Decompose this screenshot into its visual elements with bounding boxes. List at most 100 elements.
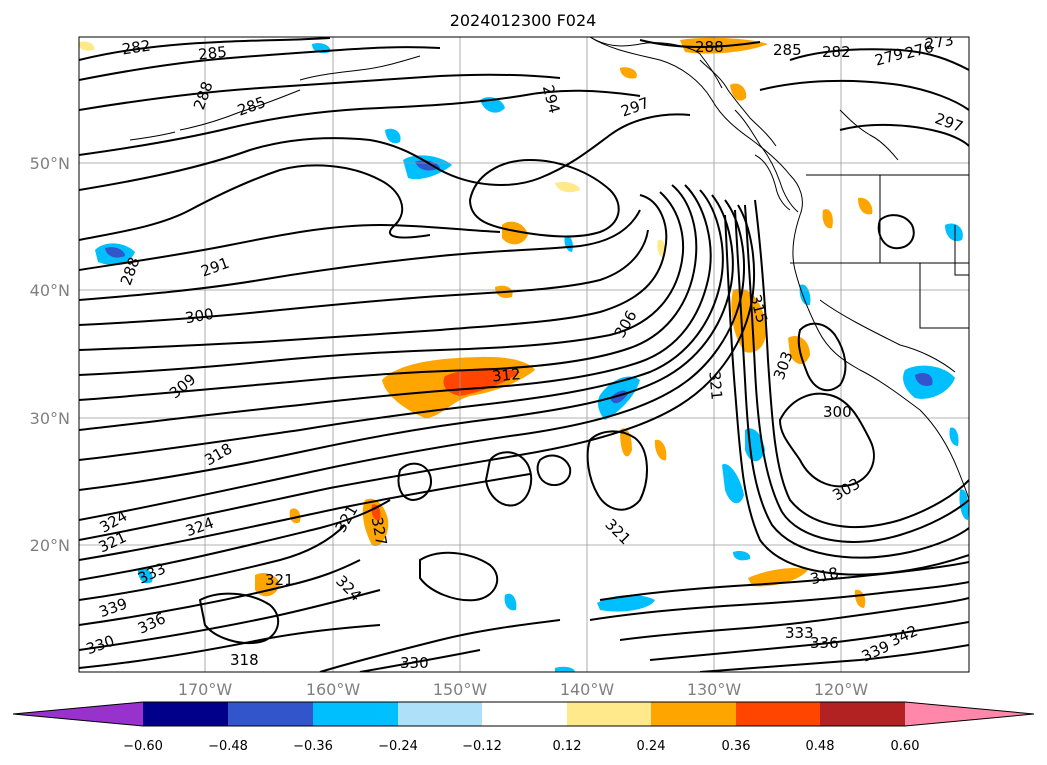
longitude-labels: 170°W 160°W 150°W 140°W 130°W 120°W	[178, 680, 869, 699]
contour-label: 273	[924, 31, 955, 54]
contour-line	[734, 209, 969, 559]
shade-patch	[79, 41, 95, 51]
colorbar-extend-right	[905, 702, 1034, 726]
contour-line	[359, 649, 481, 672]
latitude-labels: 50°N 40°N 30°N 20°N	[30, 154, 70, 555]
colorbar-tick: 0.24	[637, 739, 666, 754]
contour-label: 282	[121, 37, 152, 59]
contour-line	[744, 204, 969, 543]
shade-patch	[555, 666, 575, 672]
colorbar: −0.60 −0.48 −0.36 −0.24 −0.12 0.12 0.24 …	[12, 701, 1035, 754]
contour-line	[699, 644, 969, 672]
shade-patch	[255, 573, 280, 597]
contour-line	[779, 392, 875, 488]
contour-line	[79, 224, 501, 271]
colorbar-tick: 0.12	[553, 739, 582, 754]
shade-patch	[502, 221, 528, 245]
shade-patch	[945, 223, 963, 242]
contour-line	[599, 561, 969, 601]
contour-label: 327	[368, 516, 391, 547]
contour-line	[639, 39, 761, 48]
contour-line	[586, 430, 648, 511]
contour-line	[79, 229, 649, 326]
contour-line	[789, 48, 969, 71]
contour-line	[79, 113, 691, 191]
contour-label: 300	[823, 403, 852, 421]
contour-label: 300	[184, 305, 215, 328]
shade-patch	[858, 197, 873, 215]
lon-label: 170°W	[178, 680, 233, 699]
contour-line	[199, 592, 280, 644]
colorbar-segment	[398, 702, 482, 726]
colorbar-segment	[736, 702, 820, 726]
contour-line	[759, 79, 969, 111]
contour-line	[536, 454, 572, 486]
contour-line	[79, 191, 684, 376]
contour-line	[649, 621, 969, 661]
shade-patch	[654, 439, 667, 461]
colorbar-tick: −0.12	[462, 739, 502, 754]
colorbar-segment	[567, 702, 651, 726]
colorbar-segment	[228, 702, 313, 726]
colorbar-extend-left	[13, 702, 143, 726]
contour-line	[877, 214, 915, 250]
contour-line	[79, 499, 391, 581]
colorbar-tick: −0.36	[293, 739, 333, 754]
lon-label: 150°W	[433, 680, 488, 699]
shade-patch	[105, 247, 125, 258]
lon-label: 120°W	[814, 680, 869, 699]
shade-patch	[730, 83, 747, 101]
contour-label: 321	[265, 571, 294, 589]
coastlines	[129, 37, 969, 501]
contour-label: 333	[785, 624, 814, 642]
contour-labels: 282 285 288 285 294 297 291 288 300 306 …	[84, 31, 966, 672]
colorbar-segment	[313, 702, 398, 726]
contour-line	[797, 322, 847, 392]
contour-line	[79, 184, 698, 401]
shade-patch	[822, 209, 833, 229]
map-border	[78, 36, 970, 673]
colorbar-tick: 0.48	[806, 739, 835, 754]
lat-label: 30°N	[30, 409, 70, 428]
contour-label: 321	[705, 370, 725, 400]
contour-line	[79, 194, 668, 351]
colorbar-tick: 0.36	[722, 739, 751, 754]
lat-label: 40°N	[30, 281, 70, 300]
contour-label: 330	[400, 654, 429, 672]
lon-label: 130°W	[687, 680, 742, 699]
contour-line	[79, 46, 441, 81]
contour-line	[79, 524, 346, 601]
contour-line	[79, 624, 381, 669]
contour-line	[619, 597, 969, 641]
contour-line	[79, 209, 641, 301]
colorbar-segment	[143, 702, 228, 726]
contour-line	[79, 89, 641, 156]
contour-label: 336	[810, 634, 839, 652]
shade-patch	[915, 373, 933, 386]
contour-line	[839, 123, 969, 147]
lat-label: 20°N	[30, 536, 70, 555]
shade-patch	[385, 128, 401, 144]
map-area	[79, 37, 969, 672]
contour-line	[79, 559, 361, 626]
colorbar-tick: −0.48	[208, 739, 248, 754]
shade-patch	[138, 568, 153, 584]
shade-patch	[555, 181, 580, 193]
shade-patch	[722, 464, 744, 504]
contour-line	[589, 581, 969, 621]
contour-line	[485, 451, 533, 507]
lon-label: 160°W	[306, 680, 361, 699]
contour-lines	[79, 37, 969, 672]
colorbar-segment	[651, 702, 736, 726]
contour-line	[79, 589, 381, 651]
contour-line	[469, 159, 620, 238]
contour-line	[79, 189, 724, 461]
contour-line	[397, 462, 432, 501]
contour-line	[79, 473, 531, 561]
colorbar-segment	[482, 702, 567, 726]
shade-patch	[504, 593, 517, 611]
contour-label: 282	[822, 43, 851, 61]
contour-line	[754, 199, 969, 529]
contour-label: 318	[230, 651, 259, 669]
colorbar-outline	[12, 701, 1035, 727]
